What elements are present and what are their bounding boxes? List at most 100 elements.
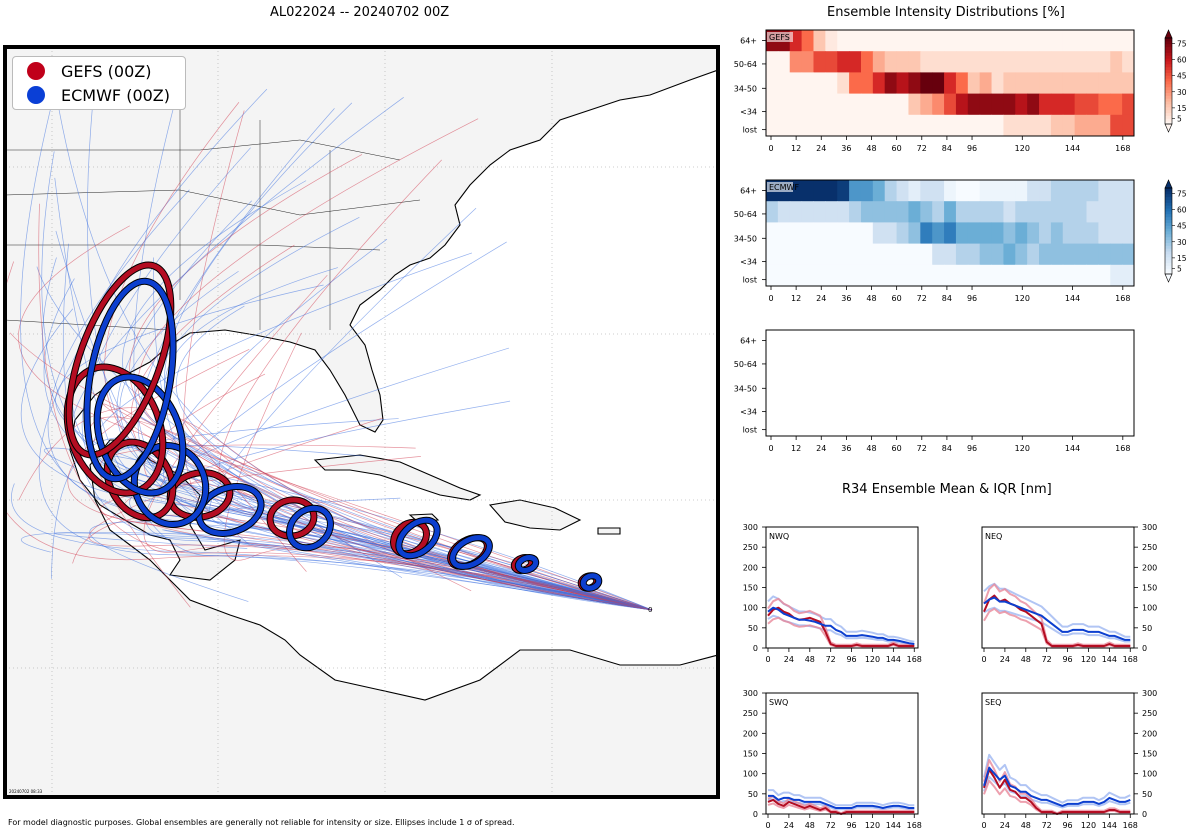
heatmap-cell (1015, 114, 1028, 137)
heatmap-cell (801, 243, 814, 266)
heatmap-cell (1039, 30, 1052, 52)
r34-panel-seq: SEQ 0 50 100 150 200 250 300 0 24 48 72 96 120 144 168 (981, 689, 1157, 830)
map-legend: GEFS (00Z) ECMWF (00Z) (12, 56, 186, 110)
colorbar-segment (1165, 213, 1172, 218)
heatmap-cell (932, 93, 945, 116)
gefs-track (9, 332, 653, 611)
gefs-marker-icon (27, 62, 45, 80)
r34-background (982, 693, 1134, 814)
colorbar-segment (1165, 118, 1172, 122)
r34-x-label: 168 (1123, 655, 1138, 664)
heatmap-cell (884, 51, 898, 73)
heatmap-cell (1050, 222, 1064, 245)
heatmap-cell (920, 93, 933, 116)
r34-y-label: 50 (1142, 624, 1152, 633)
heatmap-x-label: 144 (1065, 294, 1080, 303)
heatmap-cell (872, 72, 886, 95)
colorbar-segment (1165, 103, 1172, 108)
heatmap-x-label: 60 (892, 444, 902, 453)
r34-y-label: 150 (1142, 584, 1157, 593)
heatmap-cell (1086, 264, 1099, 287)
heatmap-x-label: 36 (841, 294, 851, 303)
heatmap-cell (932, 114, 945, 137)
r34-y-label: 0 (1142, 644, 1147, 653)
heatmap-cell (766, 114, 779, 137)
heatmap-cell (944, 51, 957, 73)
heatmap-cell (837, 30, 850, 52)
r34-x-label: 144 (1102, 655, 1117, 664)
heatmap-cell (1098, 180, 1111, 202)
heatmap-cell (1122, 93, 1135, 116)
colorbar-segment (1165, 58, 1172, 62)
heatmap-cell (955, 114, 969, 137)
heatmap-cell (872, 114, 886, 137)
heatmap-cell (932, 51, 945, 73)
heatmap-x-label: 72 (917, 444, 927, 453)
ecmwf-iqr-upper (768, 789, 915, 807)
heatmap-cell (789, 72, 803, 95)
heatmap-cell (860, 72, 874, 95)
colorbar-segment (1165, 121, 1172, 125)
heatmap-cell (1039, 72, 1052, 95)
heatmap-cell (944, 201, 957, 223)
heatmap-cell (1050, 93, 1064, 116)
heatmap-cell (1110, 51, 1123, 73)
heatmap-cell (825, 93, 838, 116)
r34-y-label: 100 (1142, 770, 1157, 779)
heatmap-cell (884, 180, 898, 202)
heatmap-cell (896, 93, 909, 116)
heatmap-cell (777, 93, 791, 116)
heatmap-cell (1027, 72, 1040, 95)
heatmap-cell (825, 222, 838, 245)
r34-x-label: 96 (1062, 655, 1072, 664)
heatmap-cell (837, 72, 850, 95)
heatmap-cell (967, 93, 981, 116)
heatmap-cell (872, 93, 886, 116)
r34-y-label: 0 (753, 644, 758, 653)
heatmap-x-label: 96 (967, 294, 977, 303)
heatmap-cell (801, 93, 814, 116)
heatmap-cell (920, 201, 933, 223)
heatmap-cell (825, 201, 838, 223)
footer-note: For model diagnostic purposes. Global en… (8, 818, 515, 827)
heatmap-cell (872, 180, 886, 202)
heatmap-x-label: 96 (967, 444, 977, 453)
colorbar-segment (1165, 75, 1172, 79)
heatmap-cell (777, 243, 791, 266)
heatmap-cell (860, 243, 874, 266)
r34-y-label: 200 (1142, 729, 1157, 738)
r34-y-label: 150 (743, 584, 758, 593)
heatmap-x-label: 48 (866, 444, 876, 453)
colorbar-segment (1165, 256, 1172, 261)
heatmap-cell (801, 30, 814, 52)
heatmap-cell (1062, 72, 1076, 95)
heatmap-y-label: lost (743, 426, 757, 435)
heatmap-cell (991, 93, 1004, 116)
r34-x-label: 168 (907, 821, 922, 830)
r34-y-label: 250 (1142, 709, 1157, 718)
land-hispaniola (488, 499, 582, 531)
track-label-0: 0 (648, 606, 652, 614)
r34-y-label: 50 (1142, 790, 1152, 799)
heatmap-cell (860, 114, 874, 137)
heatmap-cell (789, 51, 803, 73)
r34-x-label: 120 (1081, 821, 1096, 830)
heatmap-cell (896, 72, 909, 95)
heatmap-cell (766, 51, 779, 73)
heatmap-cell (884, 201, 898, 223)
ecmwf-track (41, 151, 653, 611)
heatmap-background (766, 330, 1134, 436)
heatmap-cell (1086, 93, 1099, 116)
heatmap-frame (765, 329, 1135, 437)
heatmap-cell (908, 72, 921, 95)
colorbar-segment (1165, 242, 1172, 246)
heatmap-cell (896, 222, 909, 245)
map-borders (5, 95, 421, 331)
heatmap-cell (932, 30, 945, 52)
heatmap-cell (801, 201, 814, 223)
heatmap-cell (860, 51, 874, 73)
r34-quadrant-label: NWQ (769, 532, 789, 541)
colorbar-segment (1165, 101, 1172, 105)
heatmap-cell (789, 222, 803, 245)
r34-y-label: 100 (743, 770, 758, 779)
